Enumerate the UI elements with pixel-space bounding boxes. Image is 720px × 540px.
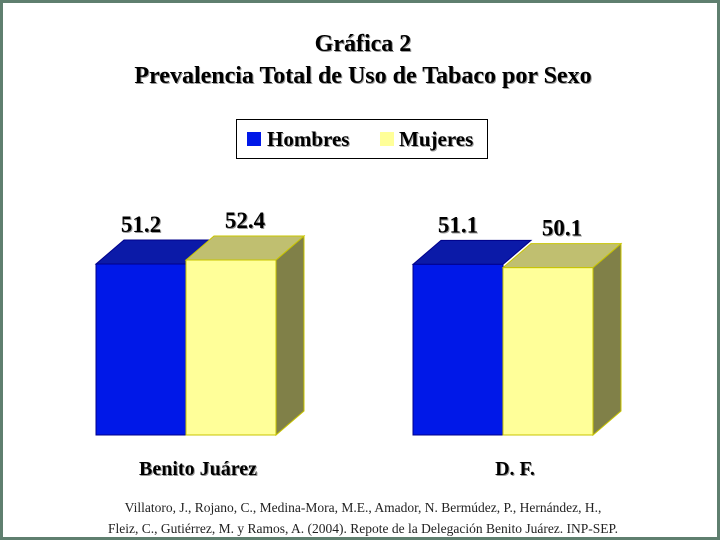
value-label-benito-juarez-hombres: 51.2 [121,212,161,237]
category-label-benito-juarez: Benito Juárez [139,458,257,480]
bar-side-benito-juarez-mujeres [275,234,305,437]
value-label-benito-juarez-mujeres: 52.4 [225,208,266,233]
bar-chart: 51.2 52.4 Benito Juárez 51.1 50.1 D. F. [94,208,623,480]
source-line-1: Villatoro, J., Rojano, C., Medina-Mora, … [124,500,602,515]
legend: Hombres Mujeres [236,119,488,159]
bar-df-mujeres [502,267,594,436]
bar-benito-juarez-mujeres [185,259,277,436]
chart-subtitle: Prevalencia Total de Uso de Tabaco por S… [134,63,592,89]
chart-title: Gráfica 2 [314,31,412,57]
legend-label-mujeres: Mujeres [399,127,474,151]
bar-side-df-mujeres [592,242,622,437]
legend-swatch-hombres [247,132,261,146]
source-line-2: Fleiz, C., Gutiérrez, M. y Ramos, A. (20… [108,521,618,536]
source-citation: Villatoro, J., Rojano, C., Medina-Mora, … [3,497,720,539]
bar-benito-juarez-hombres [95,263,187,436]
legend-swatch-mujeres [380,132,394,146]
legend-label-hombres: Hombres [267,127,350,151]
value-label-df-mujeres: 50.1 [542,216,582,241]
category-label-df: D. F. [495,458,535,480]
value-label-df-hombres: 51.1 [438,212,478,237]
bar-df-hombres [412,263,504,436]
